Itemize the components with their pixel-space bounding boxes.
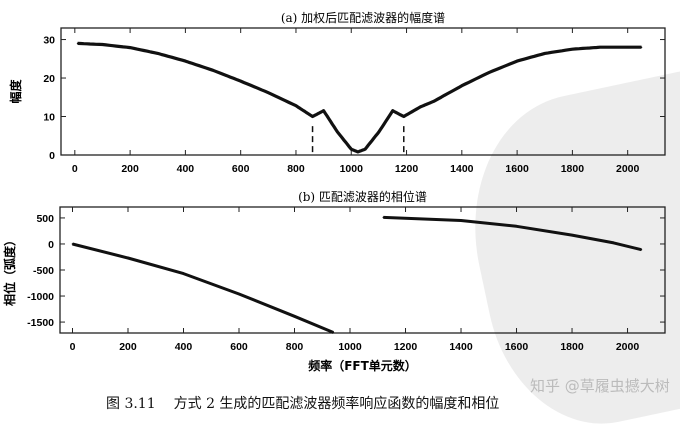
data-point bbox=[488, 71, 491, 74]
data-point bbox=[129, 46, 131, 49]
data-point bbox=[311, 115, 314, 118]
x-tick-label: 600 bbox=[232, 163, 250, 175]
x-tick-label: 0 bbox=[70, 341, 76, 353]
x-tick-label: 400 bbox=[175, 341, 193, 353]
data-point bbox=[238, 293, 240, 295]
x-tick-label: 1000 bbox=[338, 341, 362, 353]
data-point bbox=[295, 104, 297, 107]
subplot-phase: (b) 匹配滤波器的相位谱 0 200 400 600 800 1000 1200 1400 16… bbox=[2, 189, 666, 373]
data-point bbox=[571, 48, 574, 50]
data-point bbox=[239, 80, 242, 82]
y-tick-label: -1500 bbox=[27, 317, 54, 329]
x-tick-label: 200 bbox=[121, 163, 139, 175]
data-point bbox=[640, 46, 643, 49]
data-point bbox=[322, 109, 325, 112]
x-tick-label: 800 bbox=[286, 341, 304, 353]
axes-frame bbox=[60, 27, 666, 156]
data-point bbox=[433, 100, 435, 102]
y-tick-label: -1000 bbox=[27, 291, 54, 303]
x-tick-label: 400 bbox=[177, 163, 195, 175]
data-point bbox=[76, 42, 79, 45]
subplot-title: (a) 加权后匹配滤波器的幅度谱 bbox=[281, 10, 445, 25]
y-axis-label: 幅度 bbox=[8, 79, 23, 104]
y-tick-label: 0 bbox=[48, 239, 54, 251]
data-point bbox=[543, 52, 546, 55]
data-point bbox=[267, 91, 270, 94]
watermark-text: 知乎 @草履虫撼大树 bbox=[530, 377, 670, 395]
data-point bbox=[516, 60, 518, 62]
data-point bbox=[156, 52, 159, 55]
data-point bbox=[127, 257, 129, 259]
x-tick-label: 600 bbox=[230, 341, 248, 353]
x-tick-label: 1200 bbox=[394, 341, 418, 353]
x-tick-label: 1200 bbox=[395, 163, 419, 175]
data-point bbox=[71, 243, 74, 245]
series-line-phase-segment-2 bbox=[383, 215, 642, 252]
data-point bbox=[350, 148, 353, 151]
data-point bbox=[293, 315, 296, 318]
x-tick-label: 0 bbox=[72, 163, 78, 175]
x-tick-label: 2000 bbox=[616, 341, 640, 353]
x-tick-label: 1400 bbox=[450, 163, 474, 175]
x-tick-label: 1000 bbox=[340, 163, 364, 175]
data-point bbox=[640, 248, 643, 251]
caption-number: 图 3.11 bbox=[106, 396, 156, 412]
data-point bbox=[336, 131, 339, 133]
x-tick-label: 1600 bbox=[505, 163, 529, 175]
data-point bbox=[402, 115, 405, 118]
x-tick-label: 2000 bbox=[616, 163, 640, 175]
caption-text: 方式 2 生成的匹配滤波器频率响应函数的幅度和相位 bbox=[173, 396, 500, 412]
x-tick-label: 1800 bbox=[561, 163, 585, 175]
y-tick-label: 30 bbox=[43, 35, 55, 47]
data-point bbox=[101, 43, 104, 46]
subplot-title: (b) 匹配滤波器的相位谱 bbox=[298, 189, 427, 204]
x-tick-label: 1600 bbox=[505, 341, 529, 353]
x-tick-label: 1400 bbox=[449, 341, 473, 353]
data-point bbox=[612, 242, 615, 244]
data-point bbox=[515, 225, 518, 228]
y-axis-label: 相位（弧度） bbox=[2, 234, 17, 306]
x-tick-label: 1800 bbox=[560, 341, 584, 353]
data-point bbox=[391, 109, 394, 112]
data-point bbox=[332, 331, 335, 334]
y-tick-label: -500 bbox=[33, 265, 54, 277]
data-point bbox=[571, 234, 573, 236]
data-point bbox=[364, 148, 366, 151]
axes-frame bbox=[59, 206, 666, 334]
data-point bbox=[184, 60, 187, 62]
series-line-phase-segment-1 bbox=[72, 242, 334, 334]
x-axis-label: 频率（FFT单元数） bbox=[308, 358, 417, 373]
y-tick-label: 10 bbox=[43, 112, 55, 124]
y-tick-label: 500 bbox=[36, 213, 54, 225]
x-tick-label: 800 bbox=[287, 163, 305, 175]
figure-caption: 图 3.11 方式 2 生成的匹配滤波器频率响应函数的幅度和相位 bbox=[106, 393, 517, 413]
y-tick-label: 20 bbox=[43, 73, 55, 85]
series-line-amplitude bbox=[77, 41, 642, 154]
data-point bbox=[460, 219, 462, 222]
data-point bbox=[182, 272, 185, 275]
data-point bbox=[626, 46, 629, 49]
data-point bbox=[212, 69, 214, 72]
data-point bbox=[382, 216, 385, 219]
data-point bbox=[461, 84, 463, 87]
data-point bbox=[378, 131, 380, 133]
x-tick-label: 200 bbox=[119, 341, 137, 353]
y-tick-label: 0 bbox=[49, 150, 55, 162]
data-point bbox=[599, 46, 601, 49]
data-point bbox=[419, 106, 422, 108]
data-point bbox=[357, 151, 359, 153]
